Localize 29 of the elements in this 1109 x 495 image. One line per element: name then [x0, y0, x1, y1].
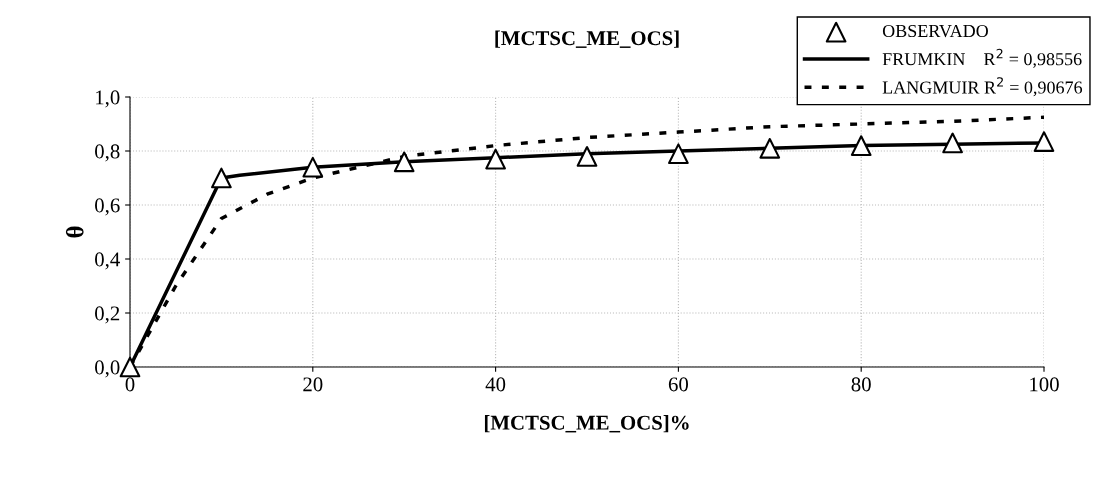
y-tick-label: 0,0: [95, 360, 120, 378]
point: [302, 156, 324, 178]
point: [942, 132, 963, 154]
x-tick-label: 80: [851, 377, 871, 392]
y-axis-title: θ: [65, 226, 84, 238]
x-tick-label: 100: [1030, 377, 1059, 392]
point: [1033, 131, 1055, 152]
y-tick-label: 0,2: [95, 306, 120, 324]
x-axis-title: [MCTSC_ME_OCS]%: [484, 415, 689, 433]
legend-label: OBSERVADO: [882, 24, 988, 38]
point: [850, 135, 872, 156]
point: [485, 148, 506, 170]
y-tick-label: 1,0: [96, 90, 120, 108]
point: [759, 137, 781, 159]
point: [576, 146, 598, 167]
x-tick-label: 60: [668, 377, 689, 392]
y-tick-label: 0,6: [95, 198, 120, 216]
y-tick-label: 0,8: [95, 144, 120, 162]
legend-label: LANGMUIR R$^{2}$ = 0,90676: [882, 77, 1083, 97]
x-tick-label: 0: [125, 377, 135, 392]
point: [211, 167, 232, 189]
point: [668, 143, 689, 165]
point: [119, 356, 141, 378]
chart-title: [MCTSC_ME_OCS]: [495, 30, 679, 48]
y-tick-label: 0,4: [95, 252, 120, 270]
x-tick-label: 40: [485, 377, 506, 392]
point: [393, 151, 415, 173]
x-tick-label: 20: [303, 377, 323, 392]
legend-label: FRUMKIN R$^{2}$ = 0,98556: [882, 48, 1082, 68]
